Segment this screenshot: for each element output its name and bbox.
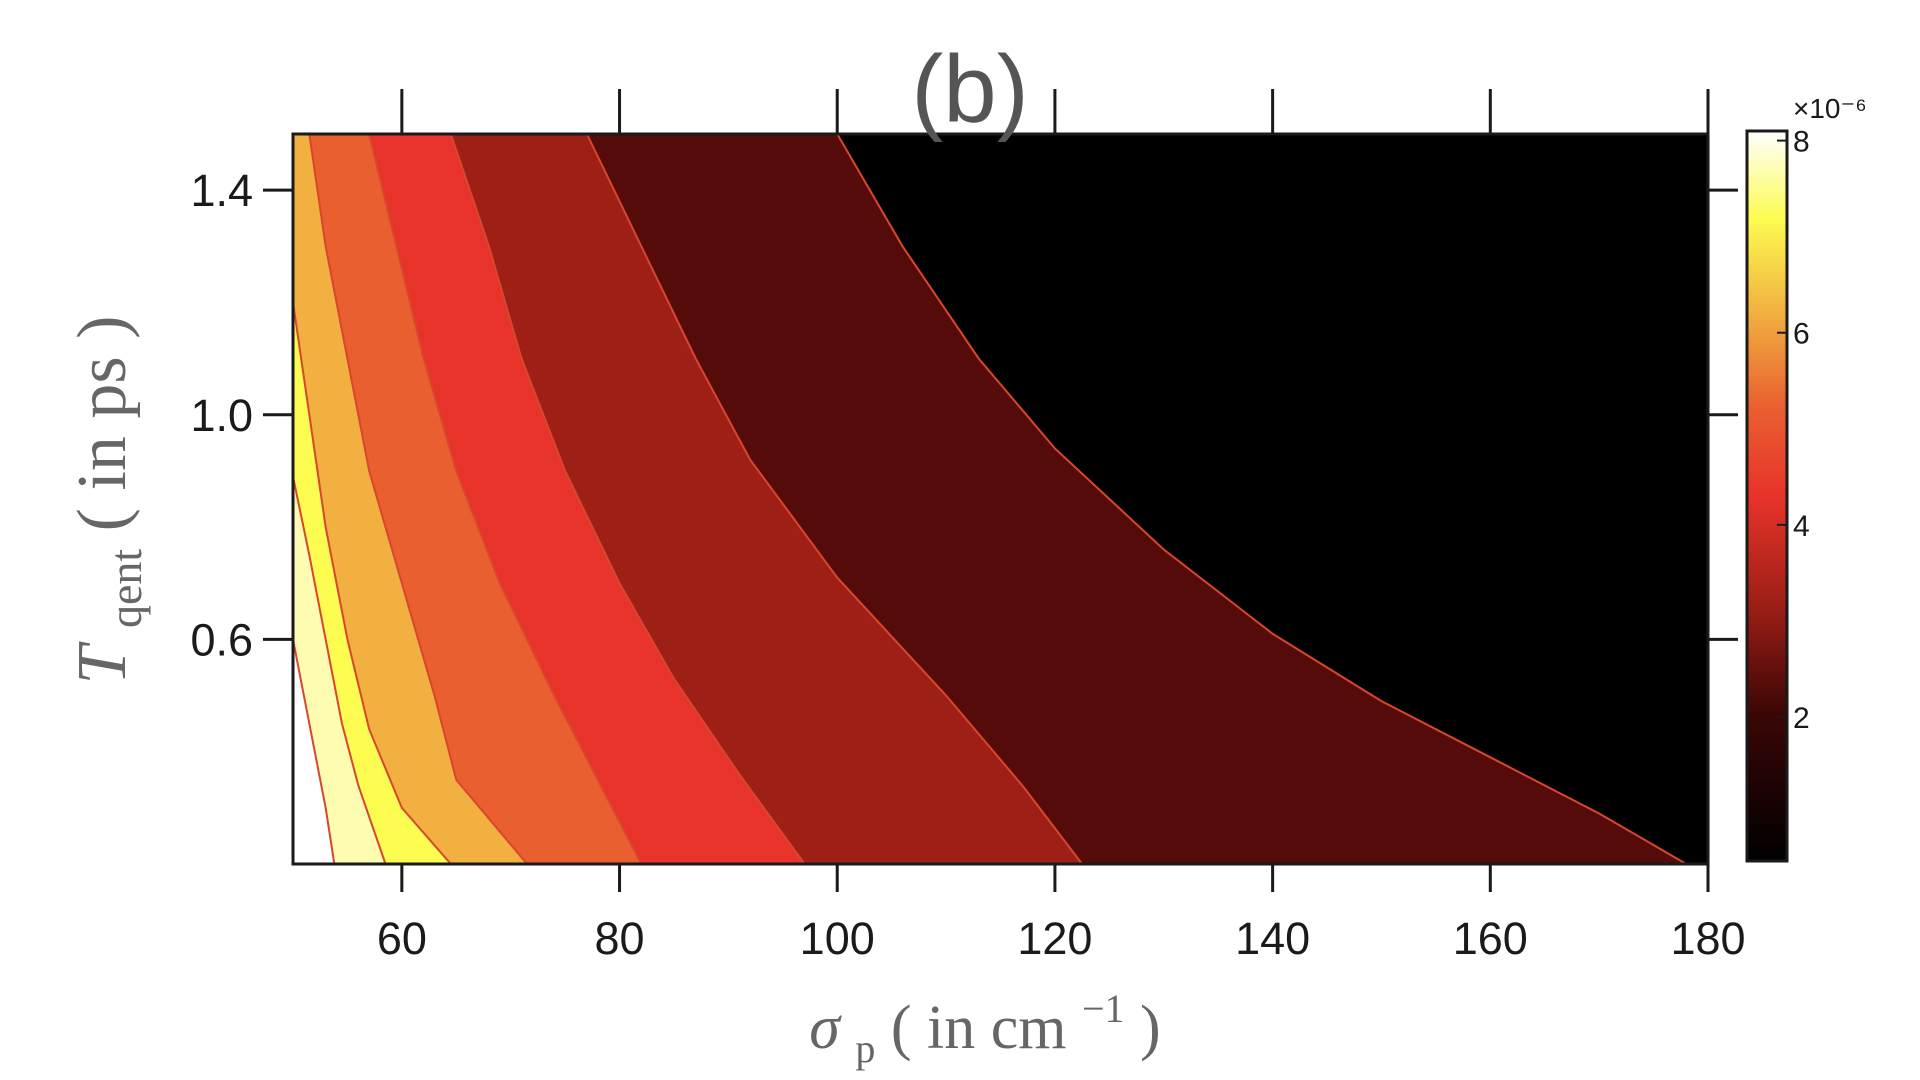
x-ticks: 60 80 100 120 140 160 180: [377, 89, 1746, 964]
y-tick-label-0: 0.6: [190, 614, 253, 665]
colorbar-tick-label-1: 4: [1793, 510, 1810, 543]
x-tick-label-0: 60: [377, 913, 427, 964]
x-tick-label-1: 80: [595, 913, 645, 964]
y-tick-label-1: 1.0: [190, 390, 253, 441]
y-tick-label-2: 1.4: [190, 165, 253, 216]
colorbar-exponent: ×10⁻⁶: [1793, 93, 1867, 124]
x-axis-label-subscript: p: [855, 1026, 875, 1071]
colorbar-tick-label-3: 8: [1793, 126, 1810, 159]
colorbar-tick-label-0: 2: [1793, 702, 1810, 735]
x-axis-label-superscript: −1: [1082, 986, 1125, 1031]
contour-line-1: [836, 134, 1687, 864]
colorbar-bar: [1745, 129, 1789, 863]
colorbar-ticks: 2 4 6 8: [1777, 126, 1810, 735]
colorbar-tick-label-2: 6: [1793, 318, 1810, 351]
x-axis-label-symbol: σ: [809, 994, 842, 1062]
y-ticks: 0.6 1.0 1.4: [190, 165, 1738, 665]
contour-line-7: [293, 476, 387, 864]
x-tick-label-3: 120: [1017, 913, 1092, 964]
contour-line-2: [585, 134, 1083, 864]
contour-lines: [293, 134, 1687, 864]
plot-area: [293, 134, 1708, 864]
contour-line-5: [308, 134, 528, 864]
y-axis-label: T qent ( in ps ): [64, 316, 157, 685]
x-tick-label-5: 160: [1453, 913, 1528, 964]
y-axis-label-subscript: qent: [100, 549, 151, 628]
x-axis-label: σ p ( in cm −1 ): [809, 968, 1160, 1076]
y-axis-label-symbol: T: [64, 640, 141, 684]
x-tick-label-6: 180: [1670, 913, 1745, 964]
contour-fills: [293, 134, 1708, 864]
chart-title: (b): [911, 36, 1028, 143]
colorbar: 2 4 6 8 ×10⁻⁶: [1745, 93, 1867, 863]
x-axis-label-close: ): [1140, 994, 1161, 1062]
y-axis-label-text: ( in ps ): [64, 316, 141, 532]
x-tick-label-2: 100: [800, 913, 875, 964]
contour-line-3: [449, 134, 806, 864]
contour-line-8: [293, 639, 336, 864]
x-axis-label-text: ( in cm: [891, 994, 1067, 1062]
contour-line-4: [368, 134, 643, 864]
plot-frame: [291, 132, 1710, 866]
x-tick-label-4: 140: [1235, 913, 1310, 964]
contour-line-6: [293, 302, 452, 864]
